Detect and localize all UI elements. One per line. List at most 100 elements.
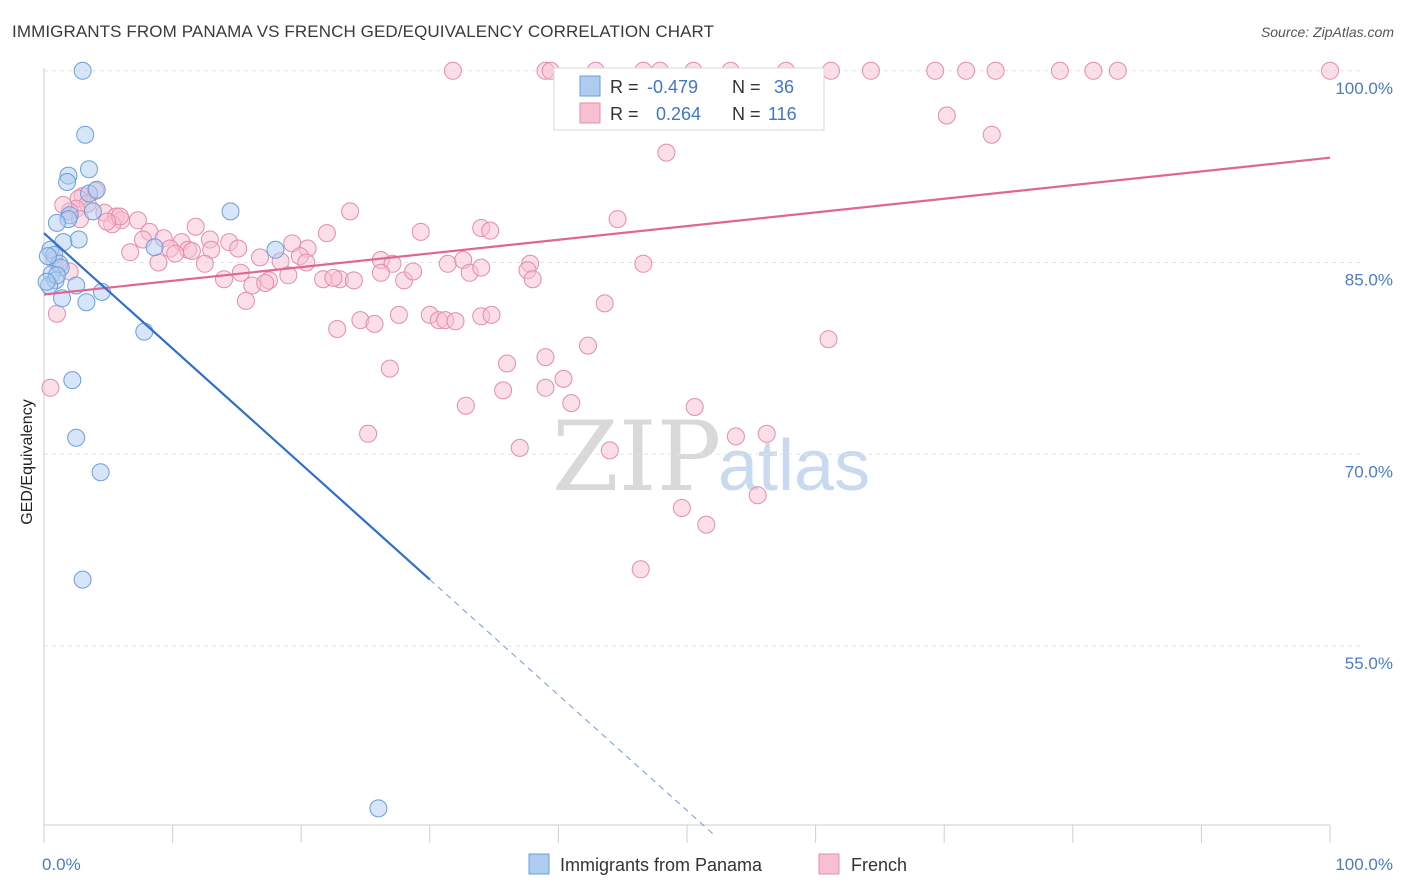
french-point (926, 61, 945, 80)
french-point (456, 396, 475, 415)
french-point (371, 263, 390, 282)
french-point (536, 378, 555, 397)
trendlines (43, 156, 1331, 834)
panama-point (67, 428, 86, 447)
french-point (672, 499, 691, 517)
french-point (608, 210, 627, 229)
source-label: Source: ZipAtlas.com (1260, 24, 1394, 40)
french-point (631, 560, 650, 579)
french-point (748, 486, 767, 505)
french-point (472, 258, 491, 277)
french-point (121, 243, 140, 262)
french-point (166, 244, 185, 263)
y-tick-label: 55.0% (1345, 654, 1393, 673)
french-point (562, 394, 581, 413)
legend: Immigrants from Panama French (528, 853, 907, 875)
gridlines (44, 70, 1360, 647)
french-point (1321, 61, 1339, 80)
french-point (359, 424, 378, 443)
panama-points (37, 61, 388, 818)
french-point (861, 61, 880, 80)
y-tick-labels: 100.0% 85.0% 70.0% 55.0% (1335, 79, 1393, 673)
y-tick-label: 85.0% (1345, 271, 1393, 290)
stats-n-label-french: N = (732, 104, 761, 124)
french-point (229, 239, 248, 258)
french-point (1108, 61, 1127, 80)
panama-point (38, 247, 57, 266)
axes (43, 68, 1331, 843)
french-point (279, 266, 298, 285)
chart-title: IMMIGRANTS FROM PANAMA VS FRENCH GED/EQU… (12, 22, 715, 41)
x-tick-label-min: 0.0% (42, 855, 81, 874)
panama-point (47, 213, 66, 232)
panama-point (145, 238, 164, 257)
panama-point (73, 570, 92, 589)
panama-point (58, 173, 77, 191)
french-point (438, 254, 457, 273)
stats-r-value-french: 0.264 (656, 104, 701, 124)
french-point (482, 305, 501, 324)
panama-trendline-extension (429, 579, 714, 834)
panama-point (77, 293, 96, 312)
panama-point (135, 322, 154, 341)
french-point (186, 217, 205, 236)
french-point (494, 381, 513, 400)
panama-trendline (43, 232, 431, 581)
french-point (498, 354, 516, 373)
french-point (297, 253, 316, 272)
french-point (986, 61, 1005, 80)
french-point (389, 305, 408, 324)
stats-n-value-panama: 36 (774, 77, 794, 97)
french-point (251, 248, 269, 267)
x-tick-label-max: 100.0% (1335, 855, 1393, 874)
french-point (446, 312, 465, 331)
french-point (341, 202, 360, 221)
french-point (236, 291, 255, 310)
french-point (411, 222, 430, 241)
panama-point (221, 202, 240, 221)
legend-swatch-panama (528, 853, 550, 875)
french-points (41, 61, 1339, 579)
french-point (215, 270, 233, 289)
legend-label-panama: Immigrants from Panama (560, 855, 763, 875)
y-axis-title: GED/Equivalency (19, 399, 36, 524)
panama-point (369, 799, 388, 818)
stats-n-label-panama: N = (732, 77, 761, 97)
stats-n-value-french: 116 (768, 104, 797, 124)
watermark-zip: ZIP (552, 401, 721, 513)
french-point (579, 336, 597, 355)
panama-point (63, 371, 82, 390)
french-point (523, 270, 542, 289)
french-point (365, 314, 384, 333)
french-point (182, 242, 201, 260)
french-point (510, 438, 529, 457)
french-point (697, 515, 716, 534)
french-point (41, 378, 60, 397)
french-point (404, 262, 423, 281)
y-tick-label: 100.0% (1335, 79, 1393, 98)
french-point (554, 369, 573, 388)
french-point (1050, 61, 1069, 80)
panama-point (83, 202, 102, 221)
french-point (344, 271, 363, 290)
french-point (128, 211, 147, 230)
stats-swatch-french (579, 102, 601, 124)
french-point (317, 224, 336, 243)
panama-point (91, 463, 110, 482)
french-point (149, 253, 168, 272)
french-point (47, 304, 66, 323)
stats-swatch-panama (579, 75, 601, 97)
french-point (256, 274, 275, 292)
french-point (757, 424, 776, 443)
panama-point (266, 240, 285, 259)
french-point (324, 268, 343, 287)
french-point (937, 106, 956, 125)
french-trendline (43, 156, 1331, 296)
french-point (657, 143, 676, 162)
french-point (443, 61, 462, 80)
stats-r-label-french: R = (610, 104, 639, 124)
french-point (481, 221, 500, 240)
french-point (98, 212, 116, 231)
stats-r-label-panama: R = (610, 77, 639, 97)
french-point (634, 254, 653, 273)
